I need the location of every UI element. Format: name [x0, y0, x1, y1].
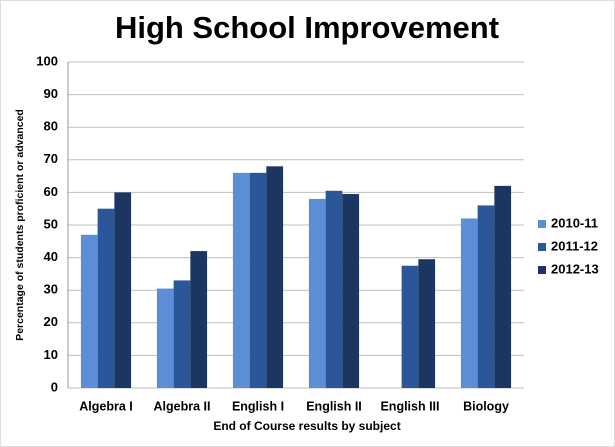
bar — [460, 218, 478, 388]
bar — [325, 190, 343, 388]
y-tick-label: 10 — [44, 347, 58, 362]
legend-swatch — [538, 243, 546, 251]
y-tick-label: 60 — [44, 184, 58, 199]
y-tick-label: 100 — [36, 53, 58, 68]
x-tick-label: English II — [306, 399, 362, 413]
x-tick-label: Biology — [463, 399, 509, 413]
bar — [418, 259, 436, 388]
chart-title: High School Improvement — [115, 10, 499, 45]
bar — [308, 198, 326, 388]
bar — [342, 194, 360, 388]
y-tick-label: 70 — [44, 151, 58, 166]
y-tick-label: 80 — [44, 119, 58, 134]
x-tick-label: English I — [232, 399, 284, 413]
bar — [173, 280, 191, 388]
bar — [114, 192, 132, 388]
legend-label: 2011-12 — [551, 238, 598, 253]
y-tick-label: 90 — [44, 86, 58, 101]
y-tick-label: 50 — [44, 216, 58, 231]
x-tick-label: English III — [380, 399, 439, 413]
bar — [401, 265, 419, 388]
y-tick-label: 30 — [44, 282, 58, 297]
legend-label: 2012-13 — [551, 261, 599, 276]
x-tick-label: Algebra I — [79, 399, 133, 413]
bar — [266, 166, 284, 388]
bar — [97, 208, 115, 388]
x-tick-label: Algebra II — [154, 399, 211, 413]
bar — [249, 172, 267, 388]
y-tick-label: 0 — [51, 379, 58, 394]
bar — [232, 172, 250, 388]
bar — [477, 205, 495, 388]
legend-swatch — [538, 220, 546, 228]
legend-swatch — [538, 266, 546, 274]
x-axis-title: End of Course results by subject — [213, 419, 400, 433]
bar — [80, 234, 98, 388]
y-tick-label: 20 — [44, 314, 58, 329]
y-tick-label: 40 — [44, 249, 58, 264]
y-axis-title: Percentage of students proficient or adv… — [14, 109, 26, 341]
legend-label: 2010-11 — [551, 215, 598, 230]
bar — [156, 288, 174, 388]
bar — [190, 251, 208, 388]
bar — [494, 185, 512, 388]
